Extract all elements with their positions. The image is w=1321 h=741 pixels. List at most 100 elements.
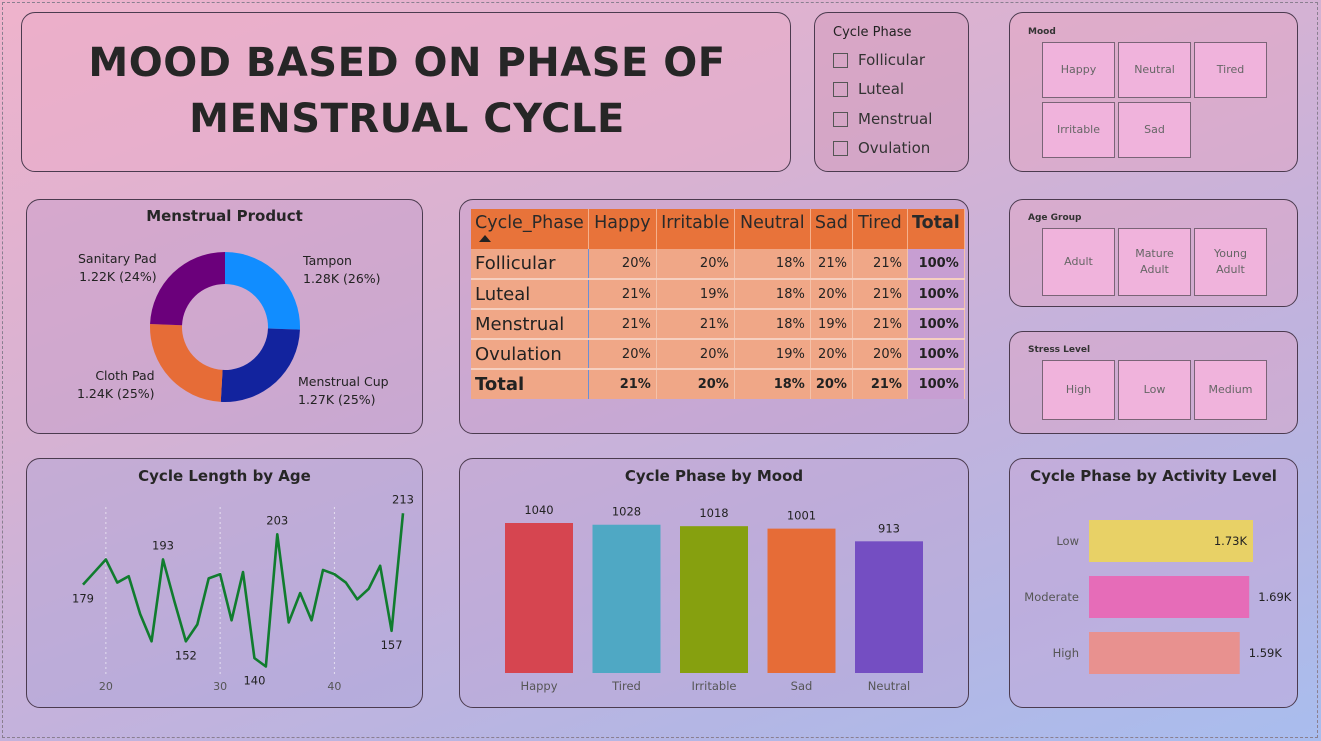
matrix-header-label: Cycle_Phase: [475, 213, 584, 233]
donut-slice-tampon[interactable]: [225, 252, 301, 330]
hbar-moderate[interactable]: [1089, 576, 1250, 618]
slicer-option-menstrual[interactable]: Menstrual: [833, 110, 932, 128]
age-tile-mature-adult[interactable]: Mature Adult: [1118, 228, 1191, 296]
mood-tile-irritable[interactable]: Irritable: [1042, 102, 1115, 158]
donut-slice-cloth-pad[interactable]: [150, 323, 223, 402]
page-title: MOOD BASED ON PHASE OF MENSTRUAL CYCLE: [22, 35, 792, 147]
matrix-cell: 20%: [810, 279, 853, 310]
age-tile-adult[interactable]: Adult: [1042, 228, 1115, 296]
label-menstrual-cup-name: Menstrual Cup: [298, 374, 389, 389]
donut-slice-sanitary-pad[interactable]: [150, 252, 225, 326]
label-cloth-pad-name: Cloth Pad: [95, 368, 155, 383]
stress-level-slicer-title: Stress Level: [1028, 345, 1091, 355]
line-chart: 20 30 40 179 193 152 140 203 157 213: [72, 492, 414, 693]
matrix-cell: 20%: [852, 339, 908, 370]
mood-bar-panel: Cycle Phase by Mood 1040 Happy 1028 Tired 10…: [459, 458, 969, 708]
checkbox[interactable]: [833, 52, 848, 68]
mood-tile-tired[interactable]: Tired: [1194, 42, 1267, 98]
matrix-cell: 18%: [734, 279, 811, 310]
cycle-length-panel: Cycle Length by Age 20 30 40 179 193 152 140 20…: [26, 458, 423, 708]
age-tile-young-adult[interactable]: Young Adult: [1194, 228, 1267, 296]
mood-tile-sad[interactable]: Sad: [1118, 102, 1191, 158]
bar-sad[interactable]: [767, 528, 836, 673]
matrix-cell: 100%: [907, 279, 965, 310]
table-row: Ovulation 20% 20% 19% 20% 20% 100%: [471, 339, 965, 370]
menstrual-product-panel: Menstrual Product Sanitary Pad 1.22K (24…: [26, 199, 423, 434]
slicer-option-follicular[interactable]: Follicular: [833, 51, 925, 69]
bar-value-label: 1001: [787, 509, 816, 523]
age-group-slicer-title: Age Group: [1028, 213, 1082, 223]
matrix-cell: 18%: [734, 249, 811, 280]
matrix-header-total[interactable]: Total: [907, 209, 965, 249]
cycle-length-line[interactable]: [82, 513, 405, 668]
label-menstrual-cup: Menstrual Cup 1.27K (25%): [298, 373, 389, 409]
label-sanitary-pad: Sanitary Pad 1.22K (24%): [78, 250, 157, 286]
bar-irritable[interactable]: [680, 526, 748, 673]
menstrual-product-title: Menstrual Product: [146, 207, 303, 225]
x-tick-label: 40: [327, 680, 341, 693]
slicer-option-label: Ovulation: [858, 139, 931, 157]
checkbox[interactable]: [833, 81, 848, 97]
label-sanitary-pad-value: 1.22K (24%): [79, 269, 157, 284]
mood-tile-neutral[interactable]: Neutral: [1118, 42, 1191, 98]
label-tampon-value: 1.28K (26%): [303, 271, 381, 286]
bar-happy[interactable]: [505, 523, 573, 673]
matrix-header-row: Cycle_Phase Happy Irritable Neutral Sad …: [471, 209, 965, 249]
matrix-cell: Follicular: [471, 249, 589, 280]
hbar-category-label: High: [1053, 646, 1079, 660]
matrix-cell: Menstrual: [471, 309, 589, 340]
hbar-high[interactable]: [1089, 632, 1240, 674]
slicer-option-ovulation[interactable]: Ovulation: [833, 139, 930, 157]
donut-slice-menstrual-cup[interactable]: [220, 328, 300, 402]
horizontal-bar-chart: Low 1.73K Moderate 1.69K High 1.59K: [1024, 520, 1292, 674]
label-tampon-name: Tampon: [303, 253, 352, 268]
label-cloth-pad: Cloth Pad 1.24K (25%): [77, 367, 155, 403]
matrix-cell: 19%: [734, 339, 811, 370]
hbar-value-label: 1.59K: [1249, 646, 1283, 660]
matrix-cell: 20%: [810, 339, 853, 370]
title-card: MOOD BASED ON PHASE OF MENSTRUAL CYCLE: [21, 12, 791, 172]
bar-category-label: Tired: [611, 679, 641, 693]
matrix-cell: Total: [471, 369, 589, 399]
bar-tired[interactable]: [592, 524, 661, 673]
mood-bar-title: Cycle Phase by Mood: [624, 467, 804, 485]
matrix-cell: 20%: [588, 249, 657, 280]
matrix-cell: 21%: [588, 279, 657, 310]
donut-chart: [150, 252, 301, 402]
bar-neutral[interactable]: [855, 541, 923, 673]
stress-tile-medium[interactable]: Medium: [1194, 360, 1267, 420]
matrix-cell: 20%: [810, 369, 853, 399]
checkbox[interactable]: [833, 140, 848, 156]
table-row: Menstrual 21% 21% 18% 19% 21% 100%: [471, 309, 965, 340]
mood-slicer: Mood Happy Neutral Tired Irritable Sad: [1009, 12, 1298, 172]
matrix-header-happy[interactable]: Happy: [588, 209, 657, 249]
age-group-slicer: Age Group Adult Mature Adult Young Adult: [1009, 199, 1298, 307]
matrix-cell: 18%: [734, 369, 811, 399]
matrix-header-sad[interactable]: Sad: [810, 209, 853, 249]
data-label: 213: [392, 492, 414, 506]
data-label: 193: [152, 538, 174, 552]
matrix-cell: Ovulation: [471, 339, 589, 370]
stress-level-slicer: Stress Level High Low Medium: [1009, 331, 1298, 434]
matrix-header-tired[interactable]: Tired: [852, 209, 908, 249]
matrix-header-neutral[interactable]: Neutral: [734, 209, 811, 249]
hbar-category-label: Moderate: [1024, 590, 1079, 604]
matrix-header-cycle-phase[interactable]: Cycle_Phase: [471, 209, 589, 249]
matrix-cell: 20%: [656, 369, 735, 399]
table-row-total: Total 21% 20% 18% 20% 21% 100%: [471, 369, 965, 399]
page-title-line-1: MOOD BASED ON PHASE OF: [88, 40, 726, 86]
label-tampon: Tampon 1.28K (26%): [303, 252, 381, 288]
stress-tile-high[interactable]: High: [1042, 360, 1115, 420]
matrix-header-irritable[interactable]: Irritable: [656, 209, 735, 249]
checkbox[interactable]: [833, 111, 848, 127]
matrix-cell: 20%: [588, 339, 657, 370]
bar-value-label: 1028: [612, 505, 641, 519]
stress-tile-low[interactable]: Low: [1118, 360, 1191, 420]
sort-ascending-icon: [479, 235, 491, 242]
bar-value-label: 1018: [699, 506, 728, 520]
mood-tile-happy[interactable]: Happy: [1042, 42, 1115, 98]
slicer-option-label: Follicular: [858, 51, 926, 69]
slicer-option-luteal[interactable]: Luteal: [833, 80, 904, 98]
hbar-low[interactable]: [1089, 520, 1253, 562]
matrix-cell: 21%: [656, 309, 735, 340]
